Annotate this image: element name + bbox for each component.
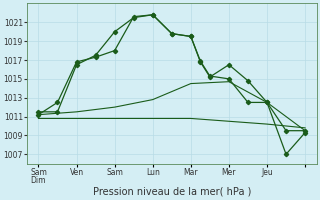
X-axis label: Pression niveau de la mer( hPa ): Pression niveau de la mer( hPa ): [92, 187, 251, 197]
